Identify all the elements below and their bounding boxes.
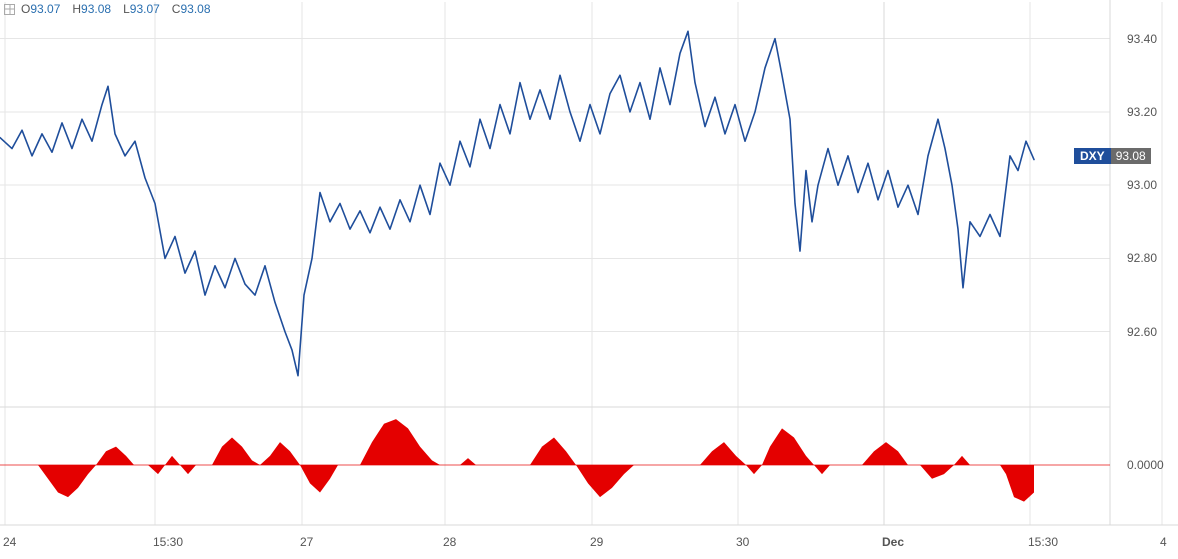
chart-container: O93.07 H93.08 L93.07 C93.08 DXY 93.08 92… bbox=[0, 0, 1178, 559]
x-tick-label: 30 bbox=[736, 535, 749, 549]
indicator-zero-label: 0.0000 bbox=[1127, 458, 1164, 472]
ohlc-c-value: 93.08 bbox=[180, 2, 210, 16]
x-tick-label: 15:30 bbox=[1028, 535, 1058, 549]
x-tick-label: 28 bbox=[443, 535, 456, 549]
chart-svg[interactable] bbox=[0, 0, 1178, 559]
ohlc-o-label: O bbox=[21, 2, 30, 16]
badge-price: 93.08 bbox=[1111, 148, 1151, 164]
y-tick-label: 92.60 bbox=[1127, 325, 1157, 339]
x-tick-label: 24 bbox=[3, 535, 16, 549]
ohlc-o-value: 93.07 bbox=[30, 2, 60, 16]
x-tick-label: 29 bbox=[590, 535, 603, 549]
crosshair-icon[interactable] bbox=[4, 4, 15, 15]
x-tick-label: 4 bbox=[1160, 535, 1167, 549]
y-tick-label: 93.40 bbox=[1127, 32, 1157, 46]
badge-symbol: DXY bbox=[1074, 148, 1111, 164]
last-price-badge: DXY 93.08 bbox=[1074, 148, 1151, 164]
x-tick-label: 15:30 bbox=[153, 535, 183, 549]
y-tick-label: 92.80 bbox=[1127, 251, 1157, 265]
ohlc-h-label: H bbox=[72, 2, 81, 16]
ohlc-l-label: L bbox=[123, 2, 130, 16]
ohlc-readout: O93.07 H93.08 L93.07 C93.08 bbox=[4, 2, 217, 16]
x-tick-label: 27 bbox=[300, 535, 313, 549]
y-tick-label: 93.00 bbox=[1127, 178, 1157, 192]
y-tick-label: 93.20 bbox=[1127, 105, 1157, 119]
ohlc-l-value: 93.07 bbox=[130, 2, 160, 16]
x-tick-label: Dec bbox=[882, 535, 904, 549]
ohlc-h-value: 93.08 bbox=[81, 2, 111, 16]
